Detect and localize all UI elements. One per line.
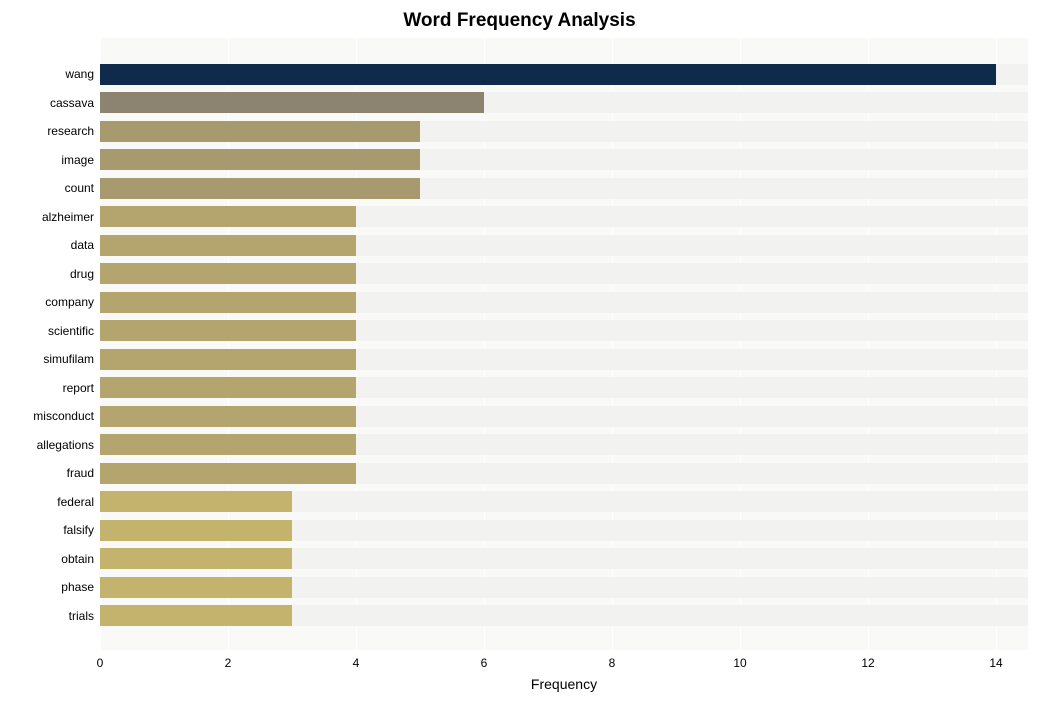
y-tick-label: obtain — [4, 552, 94, 566]
bar — [100, 377, 356, 398]
bar — [100, 349, 356, 370]
bar — [100, 235, 356, 256]
x-tick-label: 2 — [208, 656, 248, 670]
bar — [100, 406, 356, 427]
x-tick-label: 10 — [720, 656, 760, 670]
y-tick-label: company — [4, 295, 94, 309]
bar — [100, 463, 356, 484]
x-tick-label: 14 — [976, 656, 1016, 670]
bar — [100, 292, 356, 313]
bar — [100, 64, 996, 85]
y-tick-label: falsify — [4, 523, 94, 537]
bar — [100, 121, 420, 142]
y-tick-label: report — [4, 381, 94, 395]
y-tick-label: scientific — [4, 324, 94, 338]
chart-title: Word Frequency Analysis — [0, 10, 1039, 32]
y-tick-label: alzheimer — [4, 210, 94, 224]
bar — [100, 149, 420, 170]
y-tick-label: misconduct — [4, 409, 94, 423]
x-tick-label: 8 — [592, 656, 632, 670]
x-tick-label: 6 — [464, 656, 504, 670]
x-tick-label: 4 — [336, 656, 376, 670]
bar — [100, 206, 356, 227]
y-tick-label: simufilam — [4, 352, 94, 366]
y-tick-label: federal — [4, 495, 94, 509]
y-tick-label: image — [4, 153, 94, 167]
x-tick-label: 0 — [80, 656, 120, 670]
y-tick-label: research — [4, 124, 94, 138]
bar — [100, 548, 292, 569]
y-tick-label: data — [4, 238, 94, 252]
bar — [100, 92, 484, 113]
y-tick-label: allegations — [4, 438, 94, 452]
y-tick-label: phase — [4, 580, 94, 594]
plot-area — [100, 38, 1028, 650]
y-tick-label: trials — [4, 609, 94, 623]
bar — [100, 178, 420, 199]
bar — [100, 263, 356, 284]
bar — [100, 520, 292, 541]
y-tick-label: count — [4, 181, 94, 195]
bar — [100, 320, 356, 341]
word-frequency-chart: Word Frequency Analysis Frequency wang ca… — [0, 0, 1039, 701]
bar — [100, 605, 292, 626]
y-tick-label: wang — [4, 67, 94, 81]
bar — [100, 491, 292, 512]
x-tick-label: 12 — [848, 656, 888, 670]
bar — [100, 577, 292, 598]
bar — [100, 434, 356, 455]
y-tick-label: cassava — [4, 96, 94, 110]
x-axis-label: Frequency — [100, 676, 1028, 692]
y-tick-label: fraud — [4, 466, 94, 480]
y-tick-label: drug — [4, 267, 94, 281]
